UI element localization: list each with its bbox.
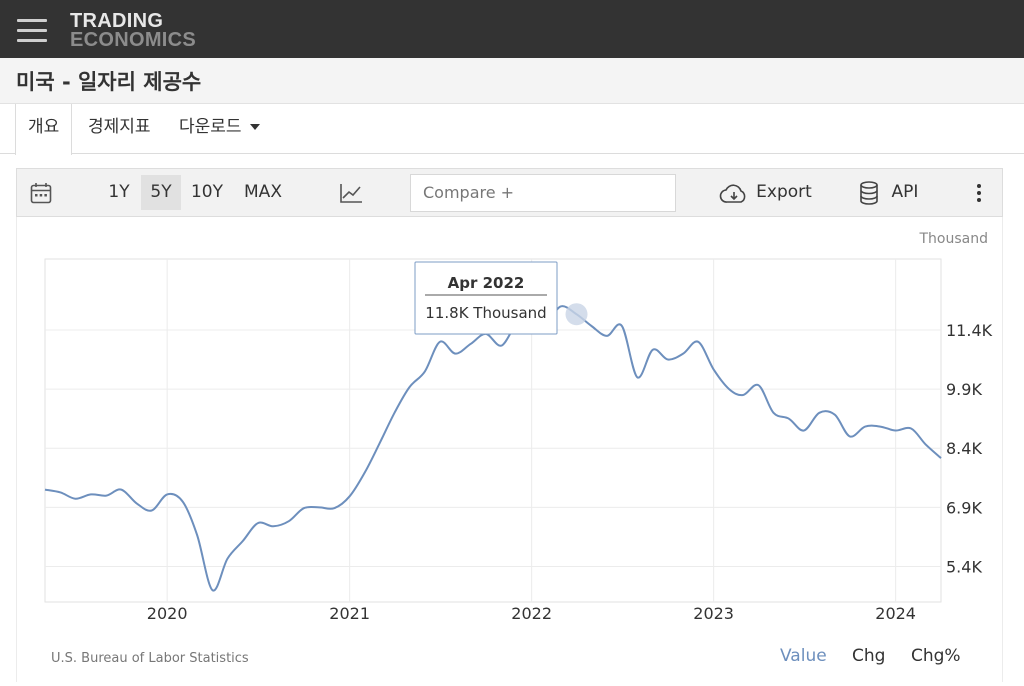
y-tick-label: 11.4K — [946, 321, 993, 340]
tooltip-date: Apr 2022 — [448, 274, 525, 292]
calendar-icon[interactable] — [30, 182, 52, 204]
range-5y-button[interactable]: 5Y — [141, 175, 181, 210]
logo-line2: ECONOMICS — [70, 29, 197, 51]
source-label[interactable]: U.S. Bureau of Labor Statistics — [51, 651, 249, 666]
page-title: 미국 - 일자리 제공수 — [16, 70, 202, 94]
more-vertical-icon[interactable] — [975, 183, 983, 203]
x-tick-label: 2024 — [875, 604, 916, 623]
line-chart[interactable]: Thousand 5.4K 6.9K 8.4K 9.9K 11.4K 2020 2021 2… — [17, 217, 1004, 682]
range-10y-button[interactable]: 10Y — [190, 182, 224, 202]
series-line — [44, 305, 942, 592]
tooltip-box — [414, 261, 558, 335]
tab-download[interactable]: 다운로드 — [167, 104, 272, 154]
x-tick-label: 2020 — [147, 604, 188, 623]
caret-down-icon — [249, 124, 260, 130]
chart-type-icon[interactable] — [339, 182, 363, 204]
tab-indicators[interactable]: 경제지표 — [76, 104, 163, 154]
range-max-button[interactable]: MAX — [244, 182, 282, 202]
title-bar: 미국 - 일자리 제공수 — [0, 58, 1024, 104]
tab-label: 경제지표 — [88, 117, 151, 137]
top-bar: TRADING ECONOMICS — [0, 0, 1024, 58]
tab-label: 다운로드 — [179, 117, 242, 137]
y-tick-label: 8.4K — [946, 439, 982, 458]
tooltip: Apr 2022 11.8K Thousand — [414, 261, 558, 335]
tooltip-value: 11.8K Thousand — [425, 304, 546, 322]
chart-toolbar: 1Y 5Y 10Y MAX Compare + Export API — [16, 168, 1003, 217]
unit-label: Thousand — [919, 231, 989, 247]
chg-mode-button[interactable]: Chg — [852, 646, 886, 666]
export-button[interactable]: Export — [756, 182, 812, 202]
site-logo[interactable]: TRADING ECONOMICS — [70, 10, 197, 51]
x-tick-label: 2022 — [511, 604, 552, 623]
tab-overview[interactable]: 개요 — [15, 104, 73, 155]
highlight-point — [565, 303, 588, 326]
tab-bar: 개요 경제지표 다운로드 — [0, 104, 1024, 155]
compare-input[interactable]: Compare + — [410, 174, 676, 212]
x-tick-label: 2021 — [329, 604, 370, 623]
y-tick-label: 5.4K — [946, 558, 982, 577]
cloud-download-icon[interactable] — [719, 183, 749, 205]
plot-frame — [44, 258, 942, 603]
database-icon[interactable] — [859, 181, 879, 205]
chgpct-mode-button[interactable]: Chg% — [911, 646, 961, 666]
y-tick-label: 9.9K — [946, 380, 982, 399]
chart-container: Thousand 5.4K 6.9K 8.4K 9.9K 11.4K 2020 2021 2… — [16, 217, 1003, 682]
x-tick-label: 2023 — [693, 604, 734, 623]
y-tick-label: 6.9K — [946, 498, 982, 517]
logo-line1: TRADING — [70, 10, 164, 32]
value-mode-button[interactable]: Value — [780, 646, 827, 666]
menu-icon[interactable] — [17, 19, 47, 42]
tab-label: 개요 — [28, 117, 60, 137]
range-1y-button[interactable]: 1Y — [108, 182, 130, 202]
api-button[interactable]: API — [891, 182, 919, 202]
